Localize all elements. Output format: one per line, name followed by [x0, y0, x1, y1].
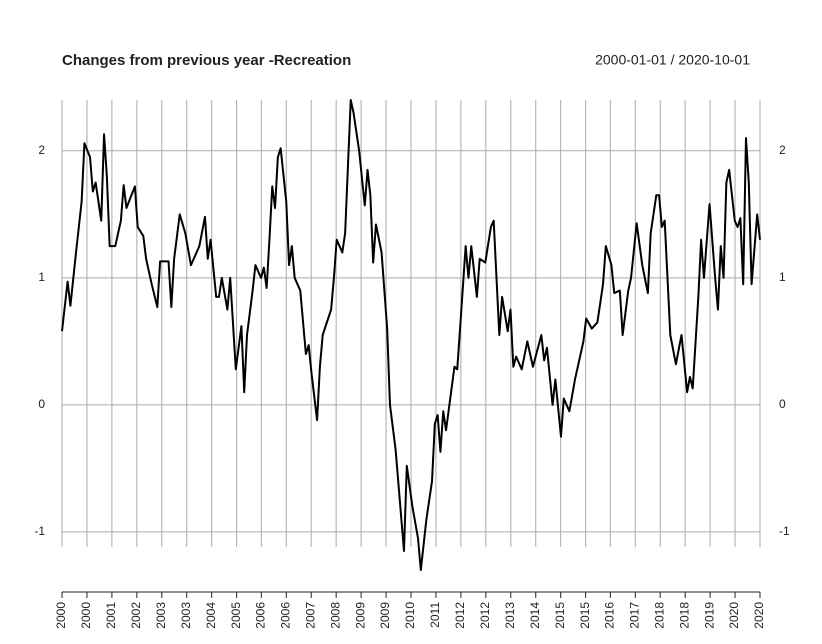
- x-tick-label: 2012: [453, 602, 467, 629]
- x-tick-label: 2001: [104, 602, 118, 629]
- y-tick-label: -1: [34, 524, 45, 538]
- x-tick-label: 2000: [54, 602, 68, 629]
- x-tick-label: 2006: [278, 602, 292, 629]
- x-tick-label: 2002: [129, 602, 143, 629]
- y-tick-label-right: 1: [779, 270, 786, 284]
- x-tick-label: 2004: [204, 602, 218, 629]
- x-tick-label: 2010: [403, 602, 417, 629]
- x-tick-label: 2019: [702, 602, 716, 629]
- y-tick-label-right: 2: [779, 143, 786, 157]
- x-tick-label: 2018: [652, 602, 666, 629]
- x-tick-label: 2006: [253, 602, 267, 629]
- x-tick-label: 2017: [627, 602, 641, 629]
- y-tick-label: 2: [38, 143, 45, 157]
- x-tick-label: 2020: [752, 602, 766, 629]
- x-tick-label: 2005: [229, 602, 243, 629]
- y-tick-label: 1: [38, 270, 45, 284]
- x-tick-label: 2003: [154, 602, 168, 629]
- x-tick-label: 2012: [478, 602, 492, 629]
- y-tick-label-right: 0: [779, 397, 786, 411]
- x-tick-label: 2020: [727, 602, 741, 629]
- x-tick-label: 2000: [79, 602, 93, 629]
- y-tick-label: 0: [38, 397, 45, 411]
- x-tick-label: 2011: [428, 602, 442, 628]
- x-tick-label: 2018: [677, 602, 691, 629]
- x-tick-label: 2009: [353, 602, 367, 629]
- date-range: 2000-01-01 / 2020-10-01: [595, 52, 750, 68]
- x-tick-label: 2003: [179, 602, 193, 629]
- x-tick-label: 2009: [378, 602, 392, 629]
- x-tick-label: 2008: [328, 602, 342, 629]
- x-tick-label: 2014: [528, 602, 542, 629]
- x-tick-label: 2013: [503, 602, 517, 629]
- series-line: [61, 99, 761, 571]
- y-tick-label-right: -1: [779, 524, 790, 538]
- x-tick-label: 2016: [602, 602, 616, 629]
- x-tick-label: 2007: [303, 602, 317, 629]
- x-tick-label: 2015: [578, 602, 592, 629]
- x-tick-label: 2015: [553, 602, 567, 629]
- chart-title: Changes from previous year -Recreation: [62, 52, 351, 69]
